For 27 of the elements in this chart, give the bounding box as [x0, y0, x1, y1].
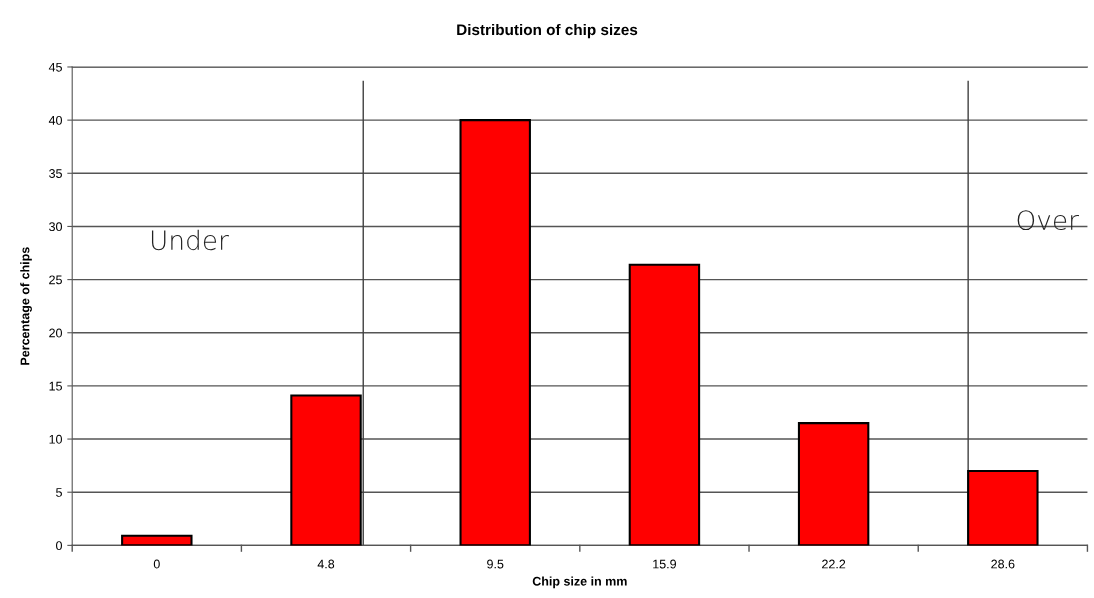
y-tick-label: 10	[49, 434, 62, 444]
y-tick-label: 0	[56, 541, 62, 551]
y-tick-label: 25	[49, 275, 62, 285]
y-tick-label: 45	[48, 62, 62, 72]
chart-title: Distribution of chip sizes	[457, 23, 638, 39]
y-tick-label: 20	[49, 328, 62, 338]
x-tick-label: 9.5	[487, 559, 504, 569]
bar	[628, 263, 701, 546]
annotation: Over	[1017, 210, 1079, 231]
y-tick-label: 30	[49, 222, 62, 232]
bar	[967, 469, 1039, 546]
y-tick-label: 5	[56, 488, 62, 497]
y-tick-label: 15	[49, 381, 62, 391]
y-tick-label: 40	[48, 115, 62, 125]
bar	[459, 119, 531, 546]
y-axis-title: Percentage of chips	[20, 247, 32, 365]
annotation: Under	[151, 229, 229, 251]
x-tick-label: 0	[153, 559, 160, 569]
bar	[121, 534, 193, 546]
x-axis-title: Chip size in mm	[532, 576, 627, 589]
x-tick-label: 28.6	[991, 559, 1015, 569]
bar	[290, 394, 362, 546]
y-tick-label: 35	[49, 169, 62, 178]
x-tick-label: 4.8	[317, 559, 335, 569]
x-tick-label: 22.2	[822, 559, 846, 569]
bar	[797, 422, 870, 546]
x-tick-label: 15.9	[653, 559, 676, 569]
